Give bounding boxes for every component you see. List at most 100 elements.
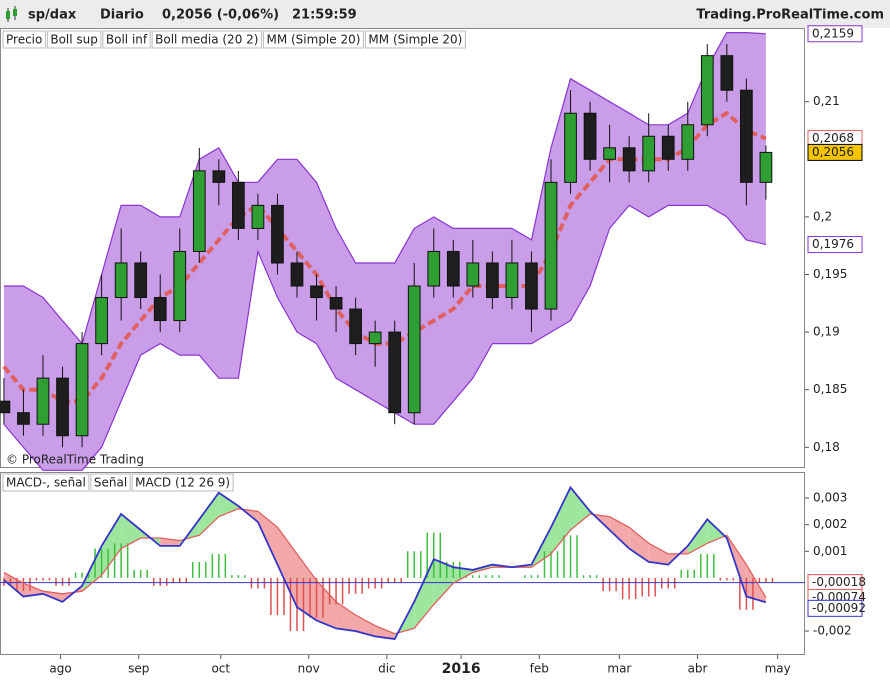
candle-body (486, 262, 499, 299)
legend-box (151, 30, 262, 49)
legend-entry: MACD (12 26 9) (135, 476, 230, 490)
legend-box (131, 473, 234, 492)
period: Diario (100, 8, 144, 23)
macd-fill (707, 519, 727, 544)
legend-entry: Boll inf (106, 33, 148, 47)
value-tag (807, 143, 863, 161)
x-tick-label: mar (607, 662, 631, 676)
macd-fill (160, 537, 180, 546)
candle-body (427, 250, 441, 287)
legend-box (2, 30, 46, 49)
candle-body (740, 89, 753, 183)
x-tick-label: oct (211, 662, 230, 676)
y-tick-label: 0,19 (813, 325, 840, 339)
candle-body (622, 147, 636, 172)
candle-body (36, 377, 50, 425)
value-tag (807, 599, 863, 617)
candle-body (56, 377, 69, 437)
legend-entry: MM (Simple 20) (266, 33, 360, 47)
candle-body (290, 262, 304, 287)
legend-entry: Señal (94, 476, 127, 490)
value-tag-label: 0,2159 (812, 26, 854, 40)
time: 21:59:59 (292, 8, 357, 23)
candle-body (661, 135, 675, 160)
candle-body (564, 112, 577, 183)
macd-fill (629, 527, 649, 562)
value-tag (807, 236, 863, 254)
macd-fill (257, 511, 278, 565)
candle-body (114, 262, 128, 299)
candle-body (720, 55, 734, 91)
macd-fill (23, 583, 43, 597)
value-tag-label: -0,00092 (812, 601, 866, 615)
header-bar (0, 0, 890, 28)
bollinger-line (3, 204, 767, 471)
candle-body (388, 331, 402, 414)
candle-body (446, 250, 460, 287)
candle-body (525, 262, 538, 310)
legend-entry: MM (Simple 20) (368, 33, 462, 47)
macd-fill (550, 487, 571, 554)
macd-fill (101, 514, 122, 576)
x-tick-label: feb (530, 662, 549, 676)
y-tick-label: 0,21 (813, 94, 840, 108)
macd-fill (375, 625, 395, 640)
y-tick-label: 0,003 (813, 491, 847, 505)
macd-fill (570, 487, 591, 530)
candle-body (0, 400, 11, 414)
y-tick-label: 0,002 (813, 517, 847, 531)
header-icon (6, 6, 17, 22)
candle-body (192, 170, 206, 252)
candle-body (700, 55, 714, 126)
legend-entry: Precio (6, 33, 42, 47)
candle-body (153, 297, 167, 322)
legend-box (364, 30, 466, 49)
value-tag-label: -0,00018 (812, 575, 866, 589)
candle-body (212, 170, 226, 183)
macd-fill (316, 580, 337, 629)
legend-box (262, 30, 364, 49)
value-tag (807, 25, 863, 43)
candle-body (329, 297, 343, 310)
candle-body (17, 412, 30, 425)
macd-fill (355, 615, 376, 637)
y-tick-label: 0,2 (813, 209, 832, 223)
y-tick-label: 0,18 (813, 440, 840, 454)
candle-body (368, 331, 382, 345)
x-tick-label: may (765, 662, 791, 676)
candle-body (310, 285, 323, 299)
legend-entry: Boll sup (50, 33, 98, 47)
macd-fill (3, 572, 24, 597)
legend-box (102, 30, 151, 49)
candle-body (271, 204, 284, 264)
candle-body (759, 151, 773, 183)
x-tick-label: ago (49, 662, 71, 676)
macd-fill (277, 527, 297, 608)
candle-body (466, 262, 480, 287)
legend-entry: MACD-, señal (6, 476, 86, 490)
candle-body (505, 262, 519, 299)
candle-body (75, 343, 89, 437)
legend-box (2, 473, 90, 492)
macd-fill (648, 543, 669, 565)
candle-body (583, 112, 597, 160)
symbol: sp/dax (28, 8, 77, 23)
macd-fill (433, 559, 454, 605)
site: Trading.ProRealTime.com (696, 8, 884, 23)
candle-body (681, 124, 695, 160)
y-tick-label: 0,001 (813, 544, 847, 558)
value-tag-label: 0,2056 (812, 145, 854, 159)
candle-body (95, 297, 108, 345)
macd-fill (414, 559, 434, 629)
macd-line (3, 485, 767, 640)
signal-line (3, 508, 767, 635)
macd-fill (453, 567, 473, 584)
candle-body (544, 181, 558, 310)
x-tick-label: sep (128, 662, 149, 676)
candle-body (642, 135, 656, 172)
legend-entry: Boll media (20 2) (155, 33, 258, 47)
y-tick-label: -0,002 (813, 624, 852, 638)
quote: 0,2056 (-0,06%) (162, 8, 279, 23)
watermark: © ProRealTime Trading (6, 453, 144, 467)
